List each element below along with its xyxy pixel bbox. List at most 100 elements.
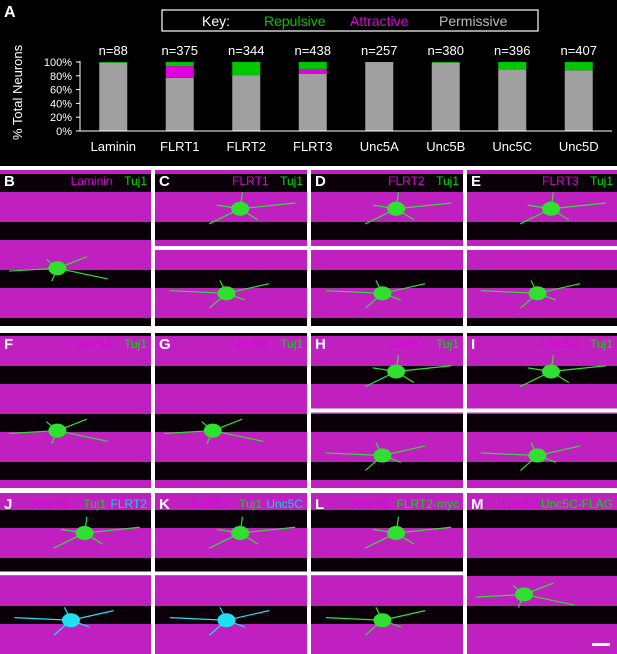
neuron-soma [515, 587, 533, 602]
micrograph-image [0, 493, 151, 572]
bar-repulsive [498, 62, 527, 70]
neuron-soma [217, 613, 236, 628]
neurite [240, 526, 296, 534]
neuron-soma [48, 261, 67, 276]
x-axis-labels: Laminin FLRT1 FLRT2 FLRT3 Unc5A Unc5B Unc5C Unc… [90, 139, 598, 154]
neurite [480, 290, 538, 294]
n-label: n=396 [494, 43, 531, 58]
panel-letter: A [4, 4, 16, 21]
panel-i: I Tuj1 Unc5D [467, 333, 617, 488]
panel-letter: L [315, 496, 324, 513]
micrograph-image [0, 333, 151, 488]
bar-repulsive [232, 62, 261, 76]
panel-letter: M [471, 496, 484, 513]
neurite [396, 365, 452, 373]
micrograph-image [311, 333, 463, 409]
stain-label: Unc5D [542, 337, 579, 351]
stain-label: Unc5A [77, 337, 113, 351]
neurite [169, 290, 227, 294]
bar-permissive [365, 62, 394, 131]
stain-label: Tuj1 [124, 174, 147, 188]
bar-permissive [564, 70, 593, 131]
bar-repulsive [165, 62, 194, 67]
x-tick-label: Laminin [90, 139, 136, 154]
stain-label: Tuj1 [124, 337, 147, 351]
stain-label: FLRT2 [191, 497, 228, 511]
bar-repulsive [298, 62, 327, 69]
x-tick-label: Unc5B [426, 139, 465, 154]
n-label: n=88 [99, 43, 128, 58]
neuron-soma [61, 613, 80, 628]
neuron-soma [373, 448, 392, 463]
neuron-soma [75, 526, 94, 541]
bar-permissive [298, 73, 327, 131]
panel-letter: I [471, 336, 475, 353]
stain-label: FLRT2 [388, 174, 425, 188]
bar-attractive [298, 68, 327, 74]
y-tick-label: 20% [50, 112, 72, 124]
stain-label: Tuj1 [590, 337, 613, 351]
stain-label: Tuj1 [280, 174, 303, 188]
stain-label: Unc5C [355, 497, 392, 511]
neurite [325, 617, 383, 621]
stain-label: Unc5C [35, 497, 72, 511]
key-title: Key: [202, 13, 230, 29]
neuron-soma [373, 286, 392, 301]
panel-letter: G [159, 336, 171, 353]
key-permissive: Permissive [439, 13, 508, 29]
panel-k: K Unc5C Tuj1 FLRT2 [155, 493, 307, 654]
stain-label: Laminin [71, 174, 113, 188]
stain-label: FLRT1 [232, 174, 269, 188]
neurite [240, 202, 296, 210]
x-tick-label: FLRT1 [160, 139, 200, 154]
neurite [325, 452, 383, 457]
y-axis: 0% 20% 40%60% 80% 100% [44, 57, 80, 138]
panel-j: J FLRT2 Tuj1 Unc5C [0, 493, 151, 654]
neuron-soma [203, 423, 222, 438]
bars [99, 62, 593, 131]
panel-f: F Tuj1 Unc5A [0, 333, 151, 488]
stain-label: Unc5C-FLAG [541, 497, 613, 511]
micrograph-image [155, 333, 307, 488]
neurite [169, 617, 227, 621]
panel-letter: E [471, 173, 481, 190]
n-label: n=375 [161, 43, 198, 58]
bar-attractive [165, 66, 194, 78]
stain-label: Unc5C [502, 497, 539, 511]
n-label: n=407 [560, 43, 597, 58]
x-tick-label: Unc5C [492, 139, 532, 154]
panel-letter: C [159, 173, 170, 190]
neurite [550, 365, 607, 373]
stain-label: FLRT3 [542, 174, 579, 188]
neuron-soma [542, 201, 560, 216]
neuron-soma [231, 526, 250, 541]
micrograph-image [0, 170, 151, 326]
n-label: n=344 [228, 43, 265, 58]
neurite [396, 526, 452, 534]
x-tick-label: FLRT3 [293, 139, 333, 154]
x-tick-label: Unc5D [559, 139, 599, 154]
stain-label: Unc5B [233, 337, 269, 351]
neuron-soma [387, 364, 406, 379]
bar-permissive [232, 75, 261, 131]
neurite [84, 526, 140, 534]
neurite [325, 290, 383, 294]
stain-label: Tuj1 [280, 337, 303, 351]
stain-label: Unc5C [266, 497, 303, 511]
scale-bar [592, 643, 610, 646]
neurite [550, 202, 607, 210]
n-label: n=438 [294, 43, 331, 58]
neuron-soma [231, 201, 250, 216]
stain-label: Tuj1 [436, 174, 459, 188]
n-labels: n=88 n=375 n=344 n=438 n=257 n=380 n=396 n=407 [99, 43, 597, 58]
y-axis-label: % Total Neurons [10, 44, 25, 140]
neuron-soma [542, 364, 560, 379]
panel-letter: H [315, 336, 326, 353]
bar-permissive [165, 77, 194, 131]
panel-letter: K [159, 496, 170, 513]
micrograph-image [467, 493, 617, 654]
micrograph-image [311, 493, 463, 572]
neurite [480, 452, 538, 457]
micrograph-image [467, 333, 617, 409]
